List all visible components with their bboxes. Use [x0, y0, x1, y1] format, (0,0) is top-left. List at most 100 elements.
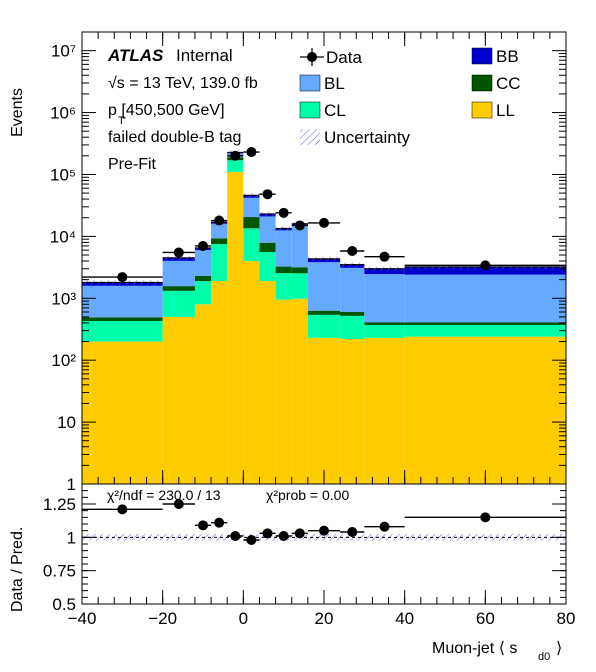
bar-bl	[82, 285, 163, 318]
data-point	[347, 246, 358, 257]
bar-bb	[364, 268, 405, 275]
bar-cl	[259, 251, 276, 282]
data-point	[480, 260, 491, 271]
y-tick-label: 10⁴	[50, 227, 76, 246]
bar-cl	[82, 320, 163, 342]
x-tick-label: 40	[395, 609, 414, 628]
bar-bl	[243, 197, 260, 218]
ratio-y-tick-label: 1	[67, 528, 76, 547]
data-point	[379, 251, 390, 262]
x-tick-label: 60	[476, 609, 495, 628]
bar-bl	[275, 230, 292, 267]
bar-ll	[275, 299, 292, 484]
bar-ll	[227, 171, 244, 485]
bar-ll	[364, 337, 405, 484]
bar-ll	[162, 316, 195, 484]
x-tick-label: −20	[148, 609, 177, 628]
uncertainty-bin	[243, 193, 260, 198]
uncertainty-bin	[259, 211, 276, 217]
data-point	[278, 207, 289, 218]
bar-cl	[364, 325, 405, 338]
plot-annotations: ATLAS Internal √s = 13 TeV, 139.0 fb p […	[107, 46, 258, 173]
legend-cc-swatch	[471, 74, 493, 92]
bar-cc	[259, 242, 276, 252]
bar-bb	[404, 266, 566, 275]
bar-ll	[259, 281, 276, 484]
data-point	[173, 247, 184, 258]
bar-cc	[404, 322, 566, 326]
legend-data-label: Data	[326, 48, 362, 67]
x-tick-label: 80	[557, 609, 576, 628]
x-tick-label: 20	[315, 609, 334, 628]
bar-ll	[211, 281, 228, 484]
atlas-label: ATLAS	[107, 46, 164, 65]
legend-data: Data	[300, 48, 362, 67]
legend-cl: CL	[299, 101, 346, 120]
legend-ll-label: LL	[496, 101, 515, 120]
fit-label: Pre-Fit	[108, 156, 157, 173]
internal-label: Internal	[176, 46, 233, 65]
uncertainty-bin	[162, 255, 195, 260]
data-point	[214, 215, 225, 226]
ratio-point	[246, 535, 257, 545]
ratio-point	[262, 528, 273, 539]
y-tick-label: 1	[67, 475, 76, 494]
ratio-annotations: χ²/ndf = 230.0 / 13 χ²prob = 0.00	[107, 487, 349, 503]
ratio-point	[278, 531, 289, 541]
ratio-y-tick-label: 0.75	[43, 562, 76, 581]
data-points	[82, 147, 566, 283]
y-axis-label-bottom: Data / Pred.	[9, 527, 26, 612]
legend-bb-swatch	[471, 47, 493, 65]
legend-cc-label: CC	[496, 74, 521, 93]
bar-ll	[194, 304, 212, 484]
legend-bl: BL	[299, 74, 345, 93]
ratio-uncertainty-band	[82, 534, 566, 541]
data-point	[246, 147, 257, 158]
y-axis-label-top: Events	[9, 88, 26, 137]
legend: Data BL CL Uncertainty BB CC LL	[299, 47, 521, 147]
y-tick-label: 10³	[51, 289, 76, 308]
bar-cl	[307, 314, 341, 338]
x-tick-label: −40	[68, 609, 97, 628]
y-tick-label: 10²	[51, 351, 76, 370]
pt-subscript: T	[118, 115, 125, 127]
bar-cl	[340, 315, 365, 339]
ratio-point	[173, 499, 184, 509]
ratio-point	[319, 525, 329, 536]
pt-label: p [450,500 GeV]	[108, 102, 225, 119]
bar-cc	[364, 322, 405, 326]
bar-ll	[82, 341, 163, 484]
ratio-point	[379, 521, 390, 532]
ratio-point	[347, 527, 358, 537]
energy-label: √s = 13 TeV, 139.0 fb	[108, 75, 258, 92]
legend-uncertainty: Uncertainty	[300, 128, 410, 147]
data-point	[262, 189, 273, 200]
bar-bl	[340, 267, 365, 313]
ratio-point	[294, 528, 305, 539]
uncertainty-bin	[275, 226, 292, 231]
y-tick-label: 10	[57, 413, 76, 432]
ratio-points	[82, 499, 566, 545]
bar-cl	[211, 244, 228, 282]
bar-bl	[211, 223, 228, 239]
uncertainty-bin	[340, 262, 365, 267]
bar-bl	[162, 260, 195, 287]
y-tick-label: 10⁶	[50, 104, 76, 123]
bar-cl	[162, 290, 195, 317]
ratio-point	[480, 512, 491, 523]
bar-cl	[243, 228, 260, 261]
data-point	[294, 220, 305, 231]
bar-ll	[307, 337, 341, 484]
uncertainty-bin	[307, 256, 341, 261]
legend-cc: CC	[471, 74, 521, 93]
bar-bl	[404, 274, 566, 323]
legend-bb: BB	[471, 47, 519, 66]
legend-uncertainty-label: Uncertainty	[324, 128, 410, 147]
bar-cl	[227, 160, 244, 172]
tag-label: failed double-B tag	[108, 129, 241, 146]
bar-ll	[291, 298, 308, 484]
legend-cl-label: CL	[324, 101, 346, 120]
bar-cc	[340, 312, 365, 316]
